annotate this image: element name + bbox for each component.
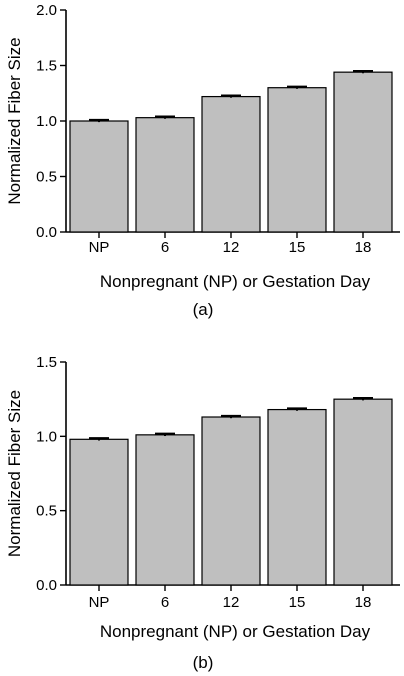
x-tick-label: 6 xyxy=(161,239,169,256)
x-tick-label: 15 xyxy=(289,594,306,611)
x-tick-label: 12 xyxy=(223,239,240,256)
bar xyxy=(267,87,327,233)
y-tick-label: 1.5 xyxy=(36,354,57,371)
y-axis-title: Normalized Fiber Size xyxy=(5,390,24,557)
bar xyxy=(333,71,393,233)
y-axis-title: Normalized Fiber Size xyxy=(5,37,24,204)
bar xyxy=(69,120,129,233)
x-tick-label: 6 xyxy=(161,594,169,611)
x-axis-title: Nonpregnant (NP) or Gestation Day xyxy=(100,622,371,641)
y-tick-label: 1.0 xyxy=(36,113,57,130)
x-tick-label: NP xyxy=(89,239,110,256)
x-tick-label: NP xyxy=(89,594,110,611)
bar xyxy=(69,438,129,586)
y-tick-label: 2.0 xyxy=(36,2,57,19)
bar xyxy=(333,398,393,586)
panel-label: (a) xyxy=(193,300,214,319)
chart-panel-a: 0.0 0.5 1.0 1.5 2.0 NP 6 12 15 18 Nonpregnant (NP)… xyxy=(5,2,400,319)
bar xyxy=(201,95,261,233)
x-tick-label: 12 xyxy=(223,594,240,611)
y-tick-label: 0.5 xyxy=(36,503,57,520)
chart-panel-b: 0.0 0.5 1.0 1.5 NP 6 12 15 18 Nonpregnant (NP) or… xyxy=(5,354,400,672)
y-tick-label: 0.5 xyxy=(36,169,57,186)
bar xyxy=(135,117,195,233)
x-tick-label: 15 xyxy=(289,239,306,256)
panel-label: (b) xyxy=(193,653,214,672)
bar xyxy=(135,434,195,586)
y-tick-label: 0.0 xyxy=(36,224,57,241)
bar xyxy=(267,408,327,586)
y-tick-label: 0.0 xyxy=(36,577,57,594)
y-tick-label: 1.0 xyxy=(36,428,57,445)
y-tick-label: 1.5 xyxy=(36,58,57,75)
x-tick-label: 18 xyxy=(355,594,372,611)
x-axis-title: Nonpregnant (NP) or Gestation Day xyxy=(100,272,371,291)
x-tick-label: 18 xyxy=(355,239,372,256)
bar xyxy=(201,416,261,586)
